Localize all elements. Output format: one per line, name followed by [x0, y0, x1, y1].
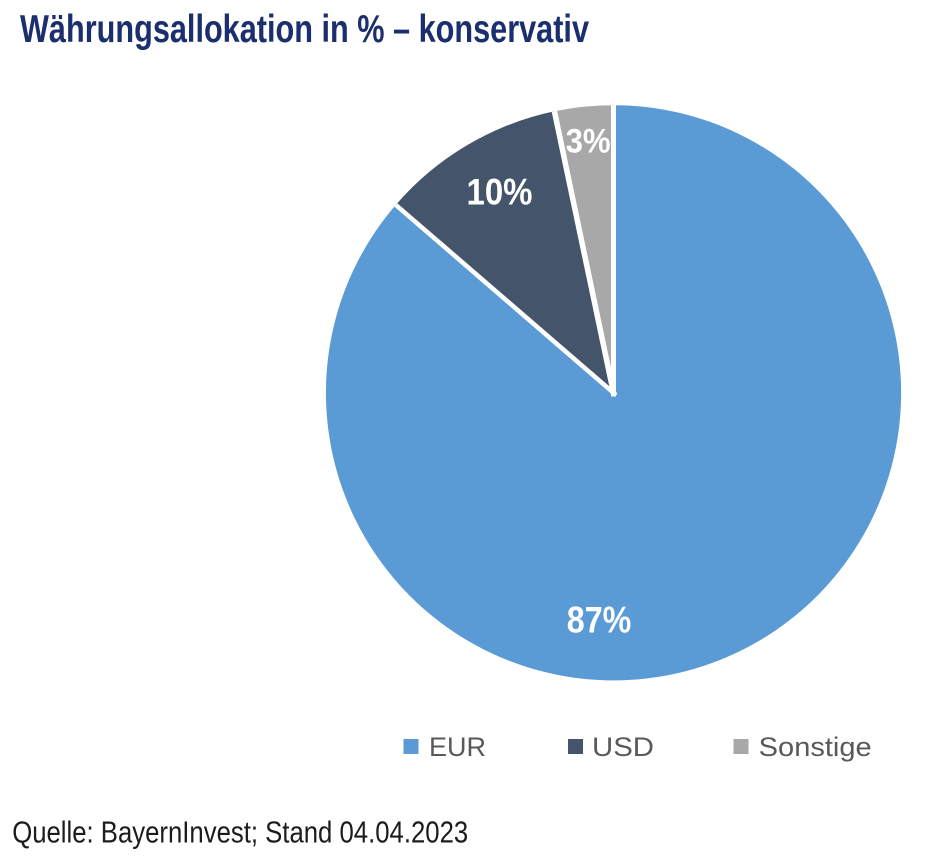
svg-text:Währungsallokation in % – kons: Währungsallokation in % – konservativ — [20, 8, 589, 51]
svg-text:USD: USD — [592, 732, 654, 762]
svg-text:10%: 10% — [467, 171, 533, 212]
svg-text:Sonstige: Sonstige — [759, 732, 872, 762]
svg-text:Quelle: BayernInvest; Stand 04: Quelle: BayernInvest; Stand 04.04.2023 — [12, 814, 468, 849]
svg-text:EUR: EUR — [429, 732, 486, 762]
svg-text:87%: 87% — [567, 599, 632, 640]
svg-text:3%: 3% — [566, 123, 611, 161]
